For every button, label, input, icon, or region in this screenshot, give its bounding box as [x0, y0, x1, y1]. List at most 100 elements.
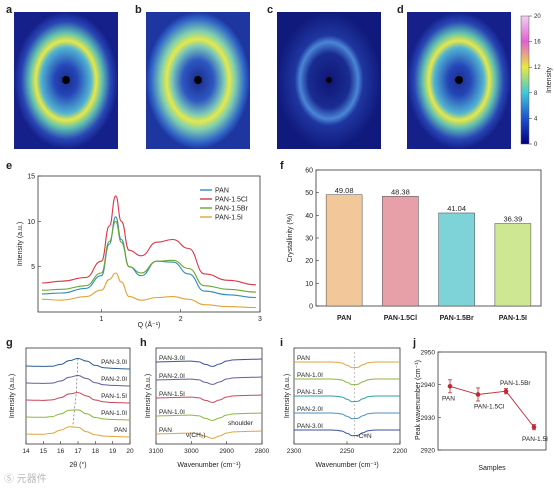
panel-j-ytick-label: 2940 — [421, 382, 436, 389]
panel-label-c: c — [267, 4, 274, 16]
panel-e-ytick-label: 5 — [31, 264, 35, 271]
panel-h-xtick-label: 2800 — [255, 448, 270, 455]
panel-i-ylabel: Intensity (a.u.) — [284, 374, 291, 418]
panel-label-b: b — [135, 4, 142, 16]
panel-i-curve — [293, 412, 400, 420]
panel-g-ylabel: Intensity (a.u.) — [9, 374, 16, 418]
panel-f-ytick-label: 30 — [305, 236, 313, 243]
bar-category-label: PAN-1.5Cl — [384, 315, 417, 322]
panel-j-point-label: PAN-1.5Br — [500, 380, 531, 387]
panel-label-h: h — [140, 337, 147, 349]
panel-j-point — [447, 384, 453, 389]
panel-g-series-label: PAN-3.0I — [101, 359, 127, 366]
panel-j-point-label: PAN — [442, 395, 455, 402]
panel-h-curve — [155, 412, 263, 421]
panel-i-annotation-cn: -C≡N — [356, 433, 372, 440]
bar-category-label: PAN-1.5I — [499, 315, 527, 322]
panel-i-series-label: PAN-1.0I — [297, 372, 323, 379]
panel-h-curve — [155, 394, 263, 403]
panel-h-series-label: PAN-1.0I — [159, 409, 185, 416]
panel-i-xtick-label: 2200 — [393, 448, 408, 455]
panel-label-e: e — [6, 160, 13, 172]
panel-f-ytick-label: 20 — [305, 258, 313, 265]
waxs-image-d — [407, 12, 511, 149]
panel-h-series-label: PAN-1.5I — [159, 391, 185, 398]
panel-j-peak-wavenumber: Samples Peak wavenumber (cm⁻¹) PAN PAN-1.… — [415, 350, 548, 473]
panel-f-ytick-label: 60 — [305, 168, 313, 175]
panel-g-series-label: PAN-2.0I — [101, 376, 127, 383]
panel-h-annotation-shoulder: shoulder — [228, 420, 254, 427]
colorbar-tick-label: 12 — [534, 65, 541, 71]
panel-e-series-pan-15br — [41, 220, 257, 293]
panel-i-xtick-label: 2300 — [287, 448, 302, 455]
colorbar-tick-label: 20 — [534, 14, 541, 20]
panel-e-series-pan-15i — [41, 272, 257, 309]
panel-e-ytick-label: 15 — [27, 174, 35, 181]
panel-e-legend: PAN PAN-1.5Cl PAN-1.5Br PAN-1.5I — [200, 188, 249, 222]
panel-h-ylabel: Intensity (a.u.) — [145, 374, 152, 418]
bar-category-label: PAN — [337, 315, 351, 322]
panel-i-series-label: PAN-3.0I — [297, 423, 323, 430]
panel-i-curve — [293, 361, 400, 369]
panel-label-i: i — [280, 337, 284, 349]
panel-label-f: f — [280, 160, 284, 172]
panel-g-xtick-label: 15 — [40, 448, 48, 455]
panel-j-point-label: PAN-1.5Cl — [474, 403, 505, 410]
panel-g-xtick-label: 20 — [126, 448, 134, 455]
panel-g-curve — [25, 426, 131, 438]
panel-j-point — [531, 424, 537, 430]
panel-h-xtick-label: 2900 — [219, 448, 234, 455]
panel-e-xtick-label: 3 — [258, 316, 262, 323]
panel-label-a: a — [6, 4, 13, 16]
panel-g-series-label: PAN — [114, 427, 127, 434]
panel-f-ylabel: Crystallinity (%) — [287, 214, 294, 263]
panel-i-ftir-cn: Wavenumber (cm⁻¹) Intensity (a.u.) PAN PA… — [284, 347, 408, 469]
bar-value-label: 36.39 — [503, 215, 522, 224]
panel-g-curve — [25, 374, 131, 387]
waxs-image-b — [146, 12, 250, 149]
panel-j-xlabel: Samples — [478, 465, 506, 472]
panel-e-xtick-label: 1 — [99, 316, 103, 323]
bar-pan-15cl — [382, 196, 419, 307]
panel-e-series-pan — [41, 216, 257, 299]
panel-f-ytick-label: 50 — [305, 190, 313, 197]
panel-g-peak-shift-line — [72, 358, 79, 427]
bar-pan-15i — [494, 223, 532, 307]
panel-e-ytick-label: 10 — [27, 219, 35, 226]
colorbar-label: Intensity — [546, 66, 553, 93]
panel-e-ylabel: Intensity (a.u.) — [17, 222, 24, 266]
panel-label-g: g — [6, 337, 13, 349]
panel-h-annotation-ch2: ν(CH₂) — [186, 432, 206, 439]
colorbar-tick-label: 8 — [534, 91, 538, 97]
panel-h-series-label: PAN-2.0I — [159, 373, 185, 380]
colorbar-tick-label: 16 — [534, 40, 541, 46]
panel-i-xtick-label: 2250 — [340, 448, 355, 455]
panel-h-xlabel: Wavenumber (cm⁻¹) — [177, 462, 240, 469]
panel-label-j: j — [413, 337, 417, 349]
panel-i-series-label: PAN-2.0I — [297, 406, 323, 413]
panel-e-xlabel: Q (Å⁻¹) — [138, 320, 161, 329]
legend-label: PAN-1.5Br — [215, 206, 249, 213]
panel-f-crystallinity-bars: Crystallinity (%) 49.08 PAN 48.38 PAN-1.5Cl… — [287, 168, 542, 322]
panel-g-curve — [25, 409, 131, 421]
panel-h-curve — [155, 376, 263, 385]
panel-i-curve — [293, 378, 400, 386]
legend-label: PAN-1.5I — [215, 215, 243, 222]
panel-f-ytick-label: 40 — [305, 213, 313, 220]
panel-j-ytick-label: 2930 — [421, 415, 436, 422]
legend-label: PAN — [215, 188, 229, 195]
panel-g-xtick-label: 19 — [109, 448, 117, 455]
panel-j-ytick-label: 2950 — [421, 350, 436, 357]
bar-pan-15br — [438, 212, 475, 307]
panel-h-series-label: PAN — [159, 427, 172, 434]
panel-h-curve — [155, 430, 263, 439]
panel-h-series-label: PAN-3.0I — [159, 355, 185, 362]
bar-value-label: 48.38 — [391, 187, 410, 196]
bar-value-label: 41.04 — [447, 204, 466, 213]
bar-category-label: PAN-1.5Br — [440, 315, 474, 322]
panel-g-xrd-stack: 2θ (°) Intensity (a.u.) PAN-3.0I PAN-2.0I… — [9, 347, 134, 469]
panel-i-xlabel: Wavenumber (cm⁻¹) — [315, 462, 378, 469]
panel-g-xlabel: 2θ (°) — [69, 461, 86, 469]
panel-g-xtick-label: 17 — [74, 448, 82, 455]
